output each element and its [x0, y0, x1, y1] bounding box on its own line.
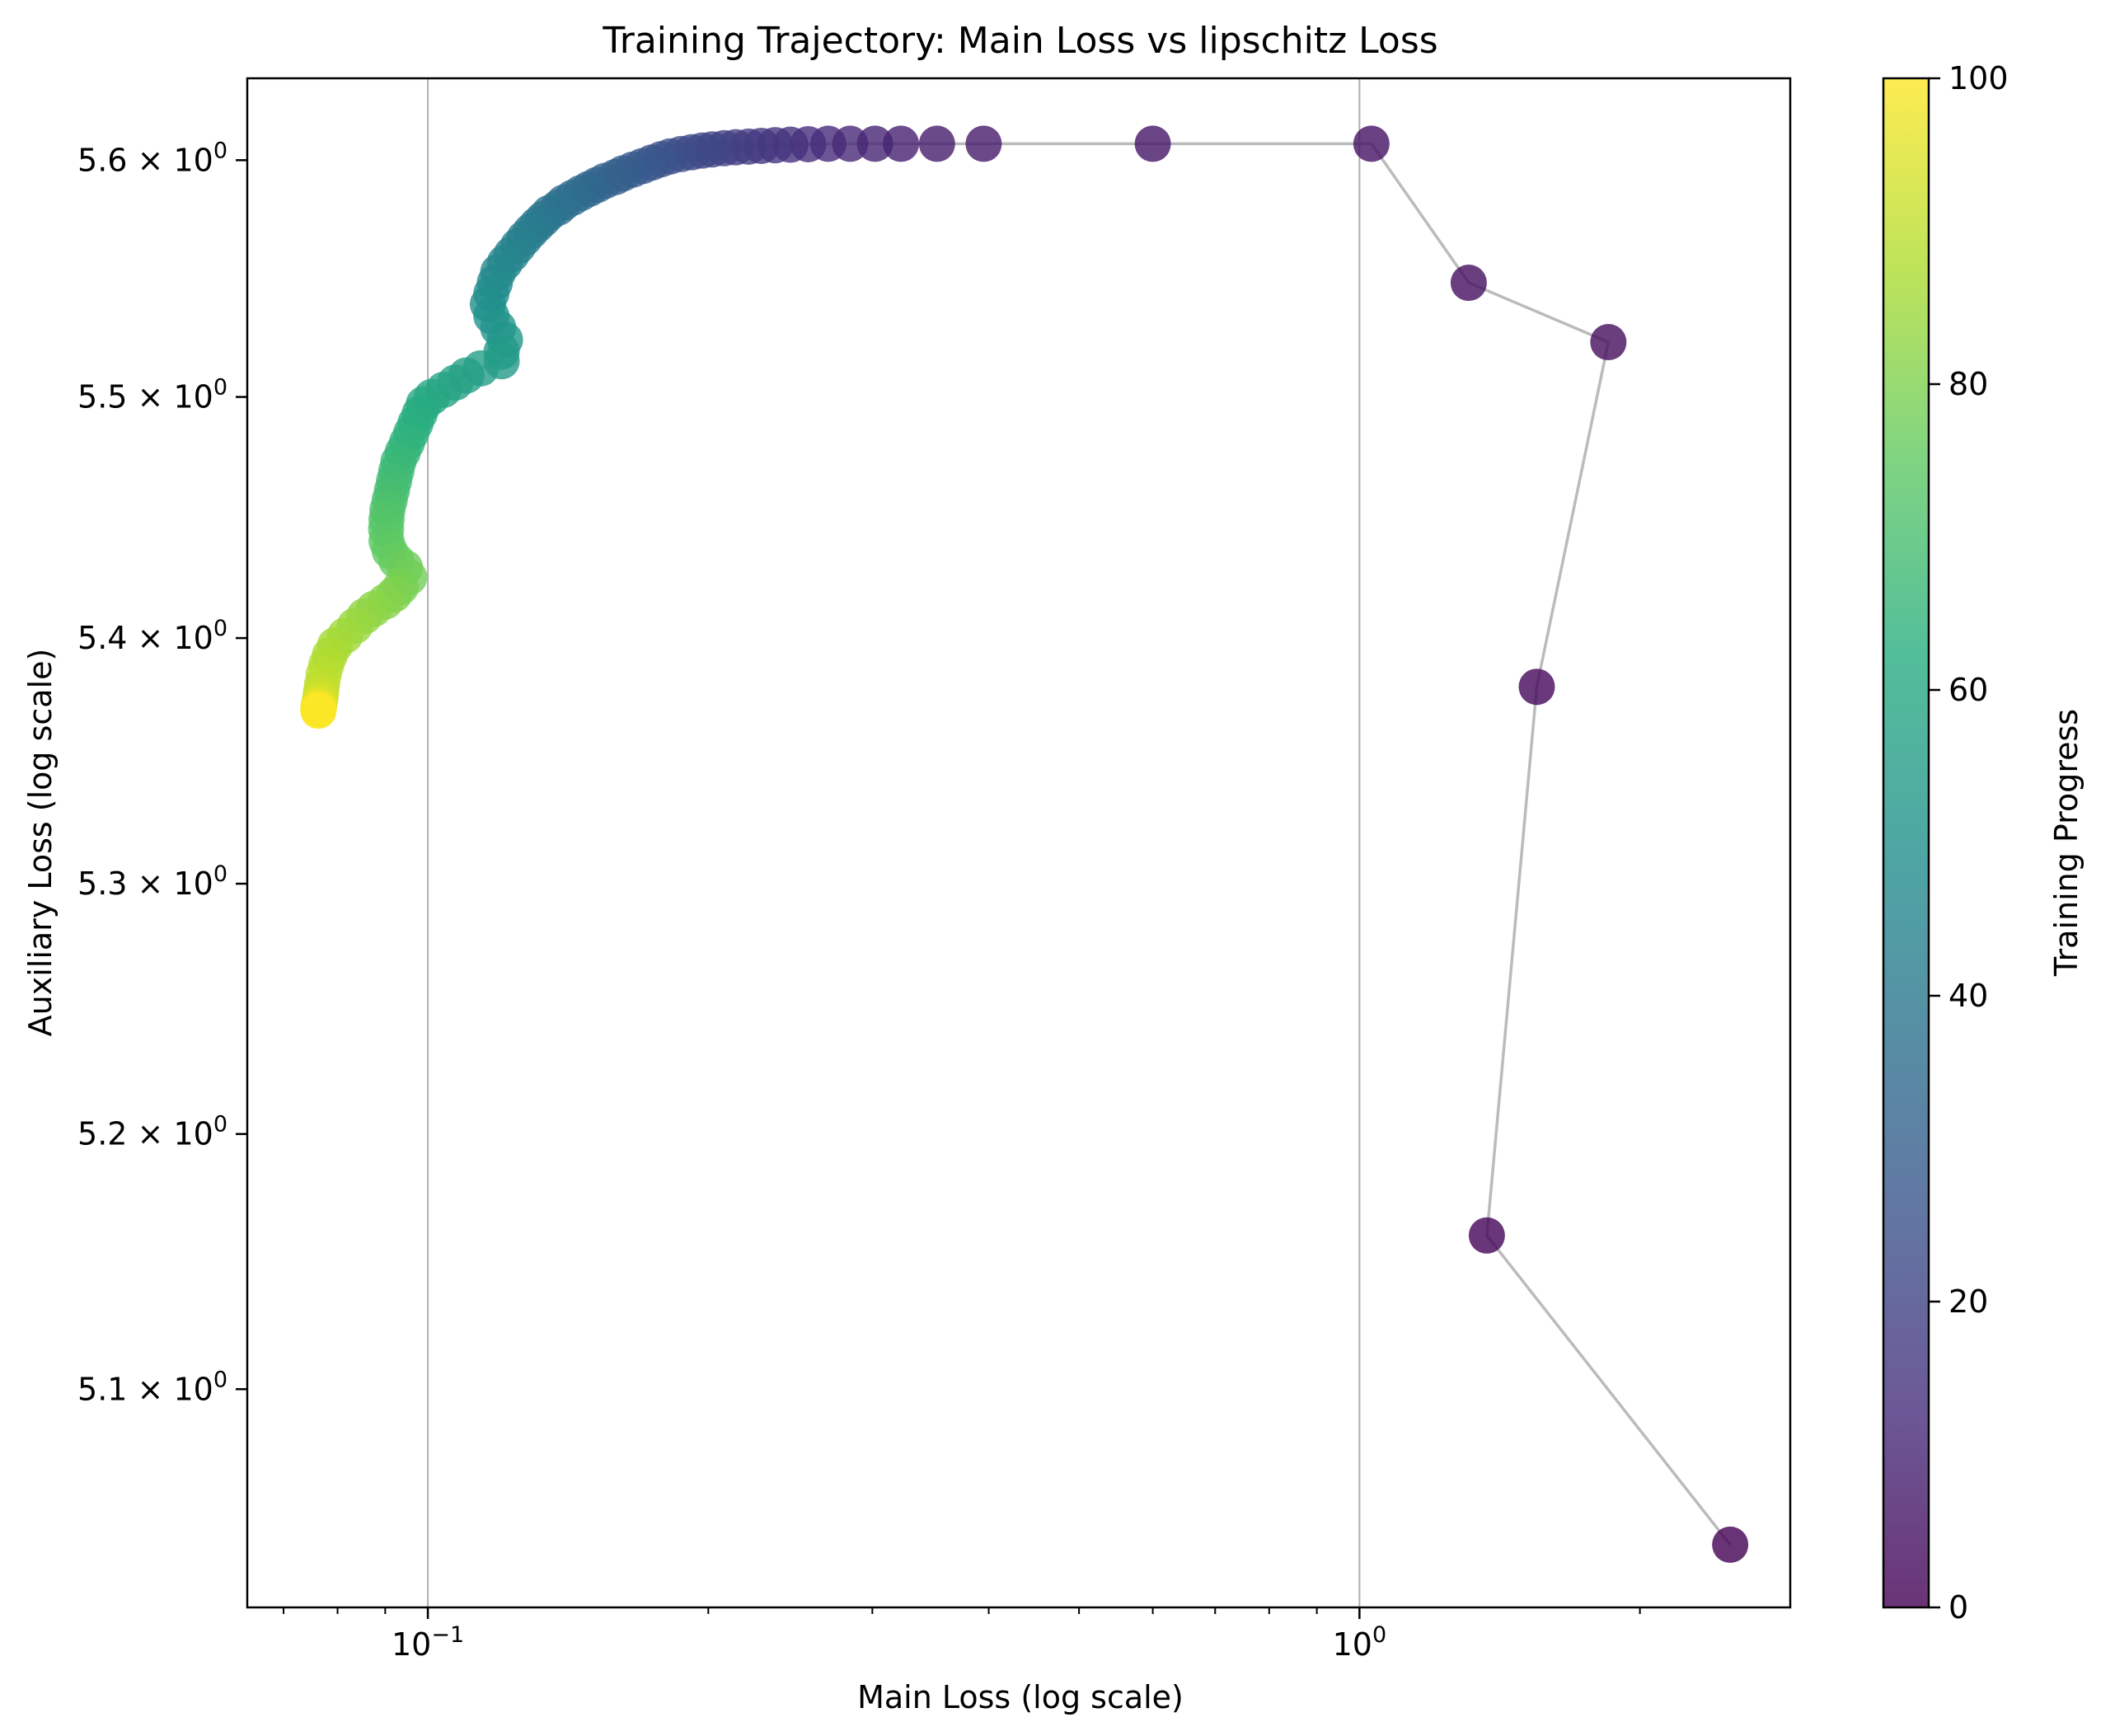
y-tick-label-2: 5.3 × 100 [77, 861, 227, 902]
data-point-4 [1450, 265, 1487, 302]
data-point-8 [918, 125, 955, 162]
colorbar-tick-label-4: 80 [1949, 366, 1988, 402]
x-tick-label-0: 10−1 [392, 1622, 464, 1663]
x-axis-label: Main Loss (log scale) [857, 1679, 1184, 1715]
chart-title: Training Trajectory: Main Loss vs lipsch… [602, 20, 1437, 62]
colorbar-tick-label-2: 40 [1949, 978, 1988, 1014]
data-points [300, 125, 1749, 1563]
colorbar-label: Training Progress [2048, 709, 2085, 977]
data-point-1 [1468, 1217, 1505, 1254]
axes: 10−1 100 5.1 × 100 5.2 × 100 5.3 × 100 5.4 × … [77, 77, 1792, 1663]
plot-frame [246, 77, 1792, 1609]
colorbar-frame [1882, 77, 1930, 1609]
grid-lines [427, 78, 1361, 1607]
y-tick-label-4: 5.5 × 100 [77, 375, 227, 415]
data-point-0 [1712, 1526, 1749, 1563]
colorbar-tick-label-0: 0 [1949, 1589, 1968, 1626]
colorbar-tick-label-3: 60 [1949, 672, 1988, 708]
data-point-3 [1590, 324, 1627, 361]
colorbar: 0 20 40 60 80 100 [1882, 60, 2009, 1626]
colorbar-gradient [1883, 78, 1929, 1607]
y-tick-label-5: 5.6 × 100 [77, 138, 227, 178]
data-point-100 [300, 692, 337, 730]
data-point-7 [965, 125, 1002, 162]
colorbar-tick-label-1: 20 [1949, 1283, 1988, 1320]
data-point-10 [856, 125, 893, 162]
colorbar-tick-label-5: 100 [1949, 60, 2009, 96]
data-point-5 [1353, 125, 1390, 162]
y-tick-label-3: 5.4 × 100 [77, 616, 227, 656]
data-point-2 [1518, 669, 1555, 706]
data-point-6 [1134, 125, 1171, 162]
x-tick-label-1: 100 [1333, 1622, 1387, 1663]
y-tick-label-1: 5.2 × 100 [77, 1112, 227, 1152]
y-axis-label: Auxiliary Loss (log scale) [22, 649, 59, 1037]
data-point-9 [883, 125, 920, 162]
y-tick-label-0: 5.1 × 100 [77, 1367, 227, 1407]
